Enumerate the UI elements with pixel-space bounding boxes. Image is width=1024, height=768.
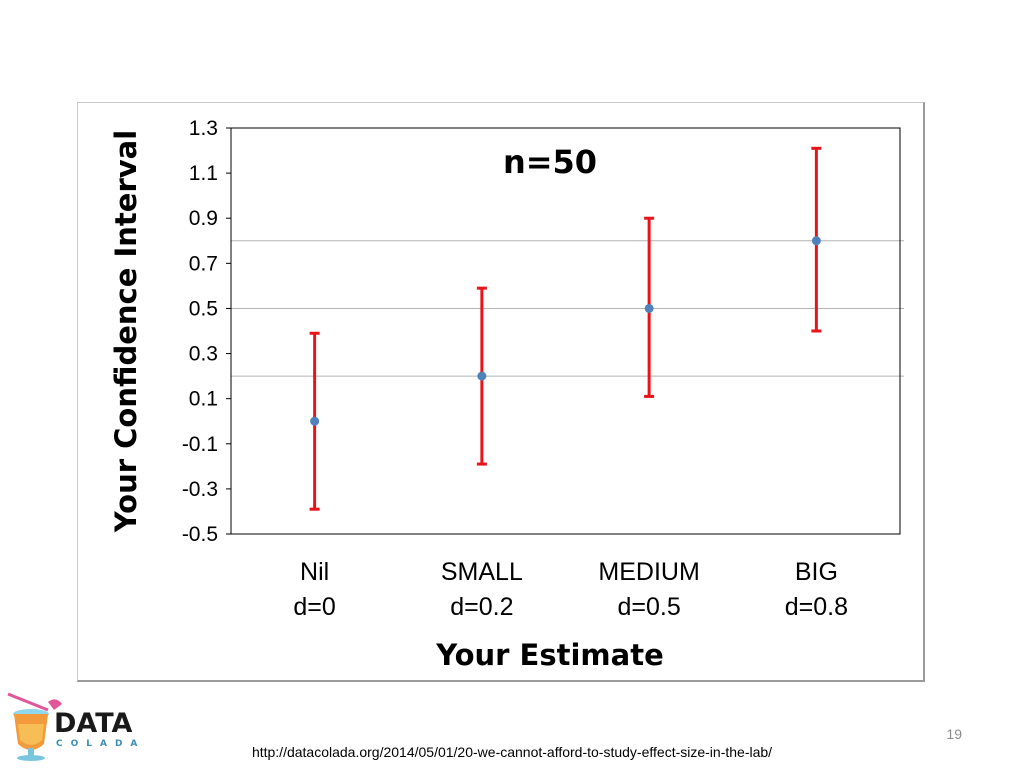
sample-size-annotation: n=50	[503, 143, 597, 181]
x-axis-title: Your Estimate	[435, 638, 664, 672]
category-name-0: Nil	[300, 558, 329, 586]
y-tick-label-7: -0.1	[182, 433, 218, 456]
y-tick-label-6: 0.1	[189, 388, 218, 411]
y-tick-label-0: 1.3	[189, 117, 218, 140]
category-name-2: MEDIUM	[598, 558, 699, 586]
y-axis-title: Your Confidence Interval	[109, 130, 143, 533]
y-tick-label-2: 0.9	[189, 207, 218, 230]
data-point-0	[310, 416, 320, 426]
category-name-3: BIG	[795, 558, 838, 586]
category-effect-0: d=0	[293, 593, 335, 621]
data-point-2	[644, 303, 654, 313]
y-tick-label-5: 0.3	[189, 343, 218, 366]
y-axis-ticks: 1.3 1.1 0.9 0.7 0.5 0.3 0.1 -0.1 -0.3 -0.5	[182, 117, 231, 546]
category-effect-2: d=0.5	[617, 593, 680, 621]
cocktail-glass-icon	[7, 692, 62, 761]
plot-area	[230, 127, 901, 535]
category-name-1: SMALL	[441, 558, 523, 586]
data-point-1	[477, 371, 487, 381]
source-url[interactable]: http://datacolada.org/2014/05/01/20-we-c…	[251, 744, 773, 760]
category-effect-3: d=0.8	[785, 593, 848, 621]
reference-lines	[231, 240, 904, 377]
error-bars	[309, 146, 822, 511]
confidence-interval-chart: 1.3 1.1 0.9 0.7 0.5 0.3 0.1 -0.1 -0.3 -0.5 Nil d=0…	[109, 117, 904, 672]
data-points	[310, 236, 821, 426]
page-number: 19	[946, 726, 962, 742]
logo-colada-text: COLADA	[56, 739, 145, 749]
data-point-3	[811, 236, 821, 246]
y-tick-label-8: -0.3	[182, 478, 218, 501]
logo-data-text: DATA	[54, 708, 133, 739]
y-tick-label-9: -0.5	[182, 523, 218, 546]
y-tick-label-1: 1.1	[189, 162, 218, 185]
x-axis-categories: Nil d=0 SMALL d=0.2 MEDIUM d=0.5 BIG d=0.8	[293, 558, 848, 621]
chart-frame: 1.3 1.1 0.9 0.7 0.5 0.3 0.1 -0.1 -0.3 -0.5 Nil d=0…	[77, 102, 925, 682]
data-colada-logo: DATA COLADA	[7, 692, 145, 761]
y-tick-label-3: 0.7	[189, 252, 218, 275]
category-effect-1: d=0.2	[450, 593, 513, 621]
y-tick-label-4: 0.5	[189, 297, 218, 320]
